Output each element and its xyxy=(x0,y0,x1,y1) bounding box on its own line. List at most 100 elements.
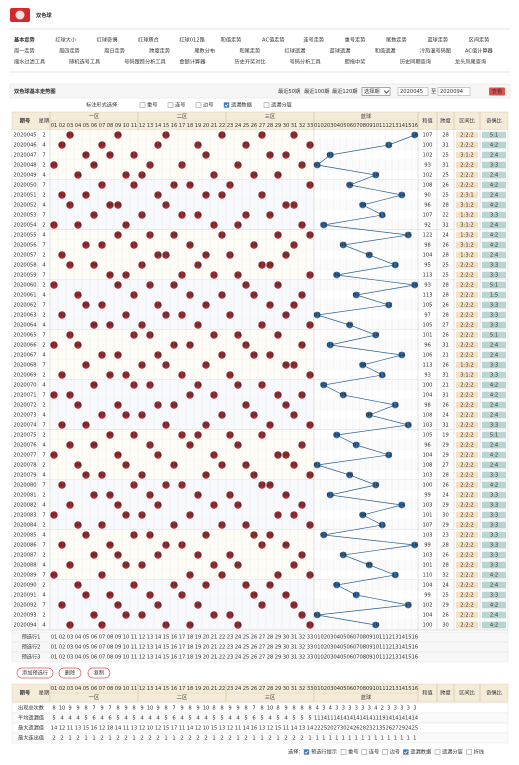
nav-link[interactable]: 胆拖中奖 xyxy=(345,58,366,66)
nav-link[interactable]: 缩水过滤工具 xyxy=(14,58,45,66)
preselect-number[interactable]: 06 xyxy=(91,635,98,641)
preselect-number[interactable]: 11 xyxy=(131,645,138,651)
preselect-number[interactable]: 15 xyxy=(163,645,170,651)
preselect-number[interactable]: 03 xyxy=(67,655,74,661)
preselect-number[interactable]: 01 xyxy=(51,645,58,651)
preselect-number[interactable]: 23 xyxy=(227,655,234,661)
preselect-number[interactable]: 33 xyxy=(307,645,314,651)
preselect-number[interactable]: 20 xyxy=(203,655,210,661)
nav-link[interactable]: 蓝球走势 xyxy=(427,36,448,44)
nav-link[interactable]: 红球遗漏 xyxy=(285,47,306,55)
preselect-number[interactable]: 23 xyxy=(227,635,234,641)
option-checkbox[interactable] xyxy=(195,102,202,108)
preselect-number[interactable]: 24 xyxy=(235,645,242,651)
preselect-number[interactable]: 07 xyxy=(353,655,360,661)
preselect-number[interactable]: 18 xyxy=(187,655,194,661)
preselect-number[interactable]: 04 xyxy=(333,635,340,641)
preselect-number[interactable]: 27 xyxy=(259,635,266,641)
preselect-number[interactable]: 09 xyxy=(366,645,373,651)
preselect-number[interactable]: 02 xyxy=(320,655,327,661)
preselect-number[interactable]: 28 xyxy=(267,645,274,651)
preselect-number[interactable]: 24 xyxy=(235,655,242,661)
preselect-number[interactable]: 29 xyxy=(275,655,282,661)
preselect-number[interactable]: 05 xyxy=(340,645,347,651)
preselect-number[interactable]: 33 xyxy=(307,655,314,661)
preselect-number[interactable]: 30 xyxy=(283,655,290,661)
preselect-number[interactable]: 21 xyxy=(211,645,218,651)
nav-link[interactable]: 基本走势 xyxy=(13,36,36,44)
preselect-number[interactable]: 10 xyxy=(123,655,130,661)
preselect-number[interactable]: 11 xyxy=(131,635,138,641)
preselect-number[interactable]: 29 xyxy=(275,645,282,651)
preselect-number[interactable]: 01 xyxy=(314,645,321,651)
preselect-number[interactable]: 20 xyxy=(203,635,210,641)
preselect-number[interactable]: 25 xyxy=(243,635,250,641)
recent-link[interactable]: 最近120期 xyxy=(332,87,357,95)
preselect-number[interactable]: 05 xyxy=(83,645,90,651)
preselect-number[interactable]: 31 xyxy=(291,645,298,651)
preselect-number[interactable]: 31 xyxy=(291,635,298,641)
preselect-number[interactable]: 12 xyxy=(139,635,146,641)
preselect-number[interactable]: 01 xyxy=(314,655,321,661)
preselect-number[interactable]: 12 xyxy=(385,645,392,651)
option-checkbox[interactable] xyxy=(139,102,146,108)
preselect-number[interactable]: 03 xyxy=(67,645,74,651)
footer-checkbox[interactable] xyxy=(466,749,472,755)
preselect-number[interactable]: 16 xyxy=(171,635,178,641)
period-select[interactable] xyxy=(361,87,391,96)
footer-checkbox[interactable] xyxy=(382,749,388,755)
preselect-number[interactable]: 15 xyxy=(405,635,412,641)
preselect-number[interactable]: 27 xyxy=(259,655,266,661)
preselect-number[interactable]: 04 xyxy=(75,635,82,641)
preselect-number[interactable]: 26 xyxy=(251,655,258,661)
preselect-number[interactable]: 09 xyxy=(115,655,122,661)
preselect-number[interactable]: 11 xyxy=(379,635,386,641)
option-checkbox[interactable] xyxy=(223,102,230,108)
preselect-number[interactable]: 20 xyxy=(203,645,210,651)
nav-link[interactable]: AC值计算器 xyxy=(465,47,494,55)
preselect-number[interactable]: 14 xyxy=(155,635,162,641)
nav-link[interactable]: 重号走势 xyxy=(345,36,366,44)
preselect-number[interactable]: 01 xyxy=(314,635,321,641)
preselect-number[interactable]: 27 xyxy=(259,645,266,651)
preselect-number[interactable]: 28 xyxy=(267,635,274,641)
preselect-number[interactable]: 22 xyxy=(219,655,226,661)
preselect-number[interactable]: 01 xyxy=(51,655,58,661)
preselect-number[interactable]: 02 xyxy=(320,645,327,651)
nav-link[interactable]: 号码跟踪分析工具 xyxy=(124,58,166,66)
preselect-number[interactable]: 07 xyxy=(99,635,106,641)
nav-link[interactable]: 龙头凤尾查询 xyxy=(455,58,486,66)
preselect-number[interactable]: 30 xyxy=(283,645,290,651)
preselect-number[interactable]: 14 xyxy=(155,655,162,661)
preselect-number[interactable]: 17 xyxy=(179,645,186,651)
view-button[interactable] xyxy=(489,87,505,96)
preselect-number[interactable]: 16 xyxy=(171,645,178,651)
preselect-number[interactable]: 08 xyxy=(107,655,114,661)
footer-checkbox[interactable] xyxy=(340,749,347,755)
preselect-number[interactable]: 15 xyxy=(163,635,170,641)
preselect-number[interactable]: 08 xyxy=(107,645,114,651)
preselect-number[interactable]: 33 xyxy=(307,635,314,641)
nav-link[interactable]: 号码分析工具 xyxy=(290,58,321,66)
preselect-number[interactable]: 21 xyxy=(211,655,218,661)
from-input[interactable] xyxy=(397,87,429,96)
preselect-number[interactable]: 30 xyxy=(283,635,290,641)
footer-checkbox[interactable] xyxy=(403,749,409,755)
nav-link[interactable]: 区间走势 xyxy=(469,36,490,44)
nav-link[interactable]: 蓝球遗漏 xyxy=(330,47,351,55)
preselect-number[interactable]: 16 xyxy=(171,655,178,661)
preselect-number[interactable]: 06 xyxy=(346,645,353,651)
preselect-number[interactable]: 07 xyxy=(353,635,360,641)
preselect-number[interactable]: 17 xyxy=(179,655,186,661)
preselect-number[interactable]: 12 xyxy=(139,645,146,651)
preselect-number[interactable]: 24 xyxy=(235,635,242,641)
preselect-number[interactable]: 13 xyxy=(392,645,399,651)
preselect-number[interactable]: 05 xyxy=(83,635,90,641)
preselect-number[interactable]: 11 xyxy=(379,655,386,661)
preselect-number[interactable]: 25 xyxy=(243,645,250,651)
preselect-number[interactable]: 06 xyxy=(346,655,353,661)
preselect-number[interactable]: 15 xyxy=(405,655,412,661)
preselect-number[interactable]: 08 xyxy=(359,655,366,661)
preselect-number[interactable]: 14 xyxy=(155,645,162,651)
preselect-number[interactable]: 23 xyxy=(227,645,234,651)
